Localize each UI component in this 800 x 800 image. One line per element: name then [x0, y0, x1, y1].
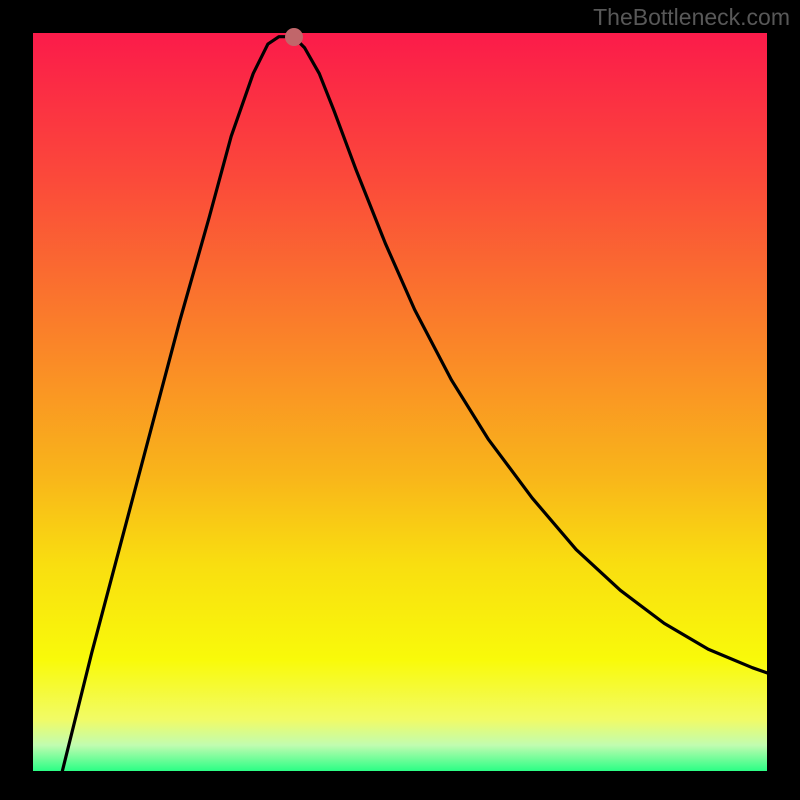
- optimum-marker: [285, 28, 303, 46]
- watermark-text: TheBottleneck.com: [593, 4, 790, 31]
- bottleneck-plot: [33, 33, 767, 771]
- curve-layer: [33, 33, 767, 771]
- bottleneck-curve: [62, 37, 767, 771]
